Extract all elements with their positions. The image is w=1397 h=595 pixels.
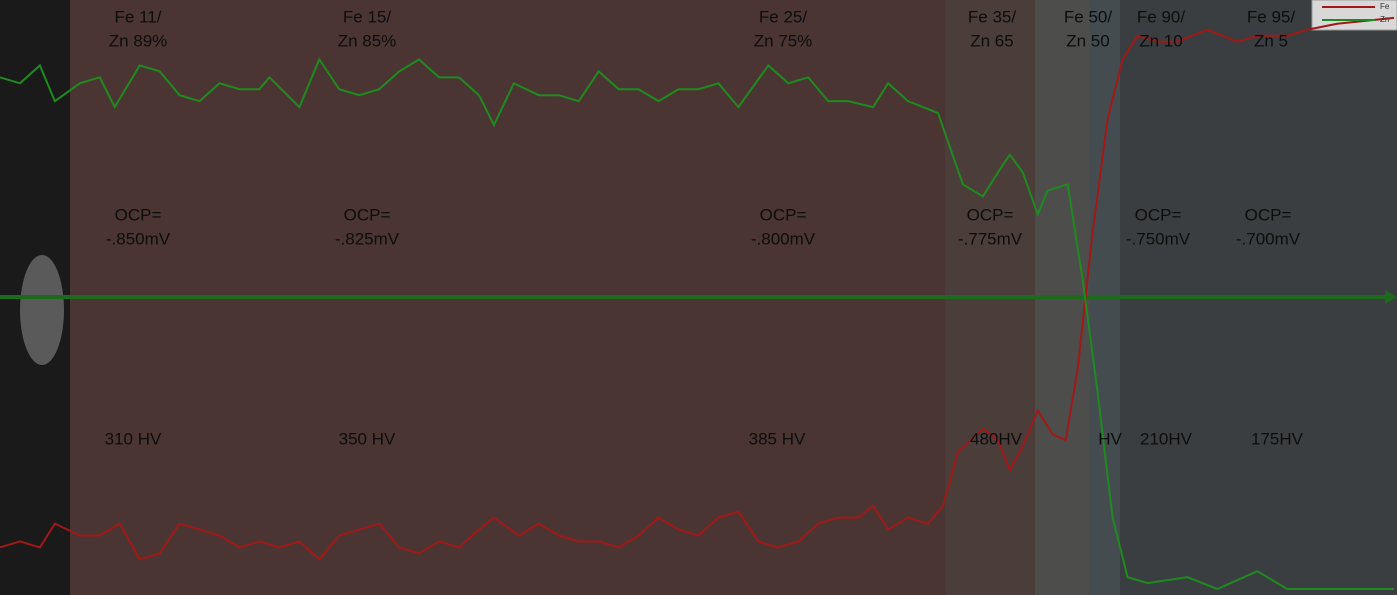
hardness-label: 175HV [1251,429,1304,448]
composition-label: Zn 75% [754,31,813,50]
data-line [0,57,1395,591]
composition-label: Zn 65 [970,31,1013,50]
ocp-label: OCP= [967,205,1014,224]
composition-label: Fe 90/ [1137,7,1185,26]
legend-label: Fe [1380,2,1390,11]
composition-label: Fe 50/ [1064,7,1112,26]
composition-label: Fe 11/ [115,7,162,26]
data-line [0,16,1395,561]
ocp-label: -.775mV [958,229,1023,248]
composition-label: Zn 50 [1066,31,1109,50]
hardness-label: 210HV [1140,429,1193,448]
legend-label: Zn [1380,15,1389,24]
ocp-label: OCP= [1135,205,1182,224]
ocp-label: OCP= [1245,205,1292,224]
ocp-label: -.850mV [106,229,171,248]
ocp-label: -.750mV [1126,229,1191,248]
ocp-label: -.825mV [335,229,400,248]
composition-label: Zn 89% [109,31,168,50]
composition-label: Fe 25/ [759,7,807,26]
background-zone [20,255,64,365]
hardness-label: 350 HV [339,429,396,448]
composition-label: Fe 35/ [968,7,1016,26]
scan-arrow [1385,290,1397,304]
ocp-label: -.800mV [751,229,816,248]
hardness-label: 480HV [970,429,1023,448]
ocp-label: OCP= [760,205,807,224]
hardness-label: 310 HV [105,429,162,448]
composition-label: Fe 95/ [1247,7,1295,26]
ocp-label: OCP= [115,205,162,224]
composition-label: Zn 85% [338,31,397,50]
ocp-label: -.700mV [1236,229,1301,248]
composition-label: Zn 10 [1139,31,1182,50]
ocp-label: OCP= [344,205,391,224]
hardness-label: 385 HV [749,429,806,448]
composition-label: Zn 5 [1254,31,1288,50]
composition-label: Fe 15/ [343,7,391,26]
hardness-label: HV [1098,429,1122,448]
